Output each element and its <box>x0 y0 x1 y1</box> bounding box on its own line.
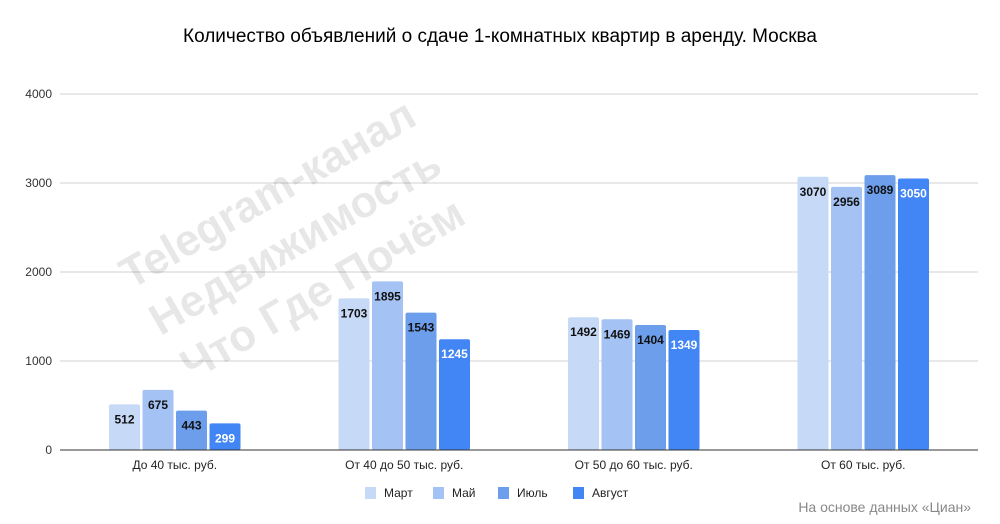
bar <box>405 312 437 450</box>
y-tick-label: 2000 <box>25 265 52 279</box>
legend-swatch <box>498 487 509 499</box>
x-tick-label: До 40 тыс. руб. <box>132 458 217 472</box>
y-tick-label: 0 <box>45 443 52 457</box>
bar <box>864 175 896 451</box>
data-label: 675 <box>148 398 168 412</box>
x-tick-label: От 40 до 50 тыс. руб. <box>345 458 463 472</box>
bar <box>898 178 929 451</box>
data-label: 3089 <box>867 183 894 197</box>
data-label: 512 <box>114 412 134 426</box>
bar <box>439 339 470 450</box>
y-tick-label: 3000 <box>25 176 52 190</box>
source-note: На основе данных «Циан» <box>798 499 971 515</box>
data-label: 299 <box>215 431 235 445</box>
data-label: 3070 <box>800 185 827 199</box>
data-label: 3050 <box>900 187 927 201</box>
legend-label: Март <box>384 486 413 500</box>
data-label: 1895 <box>374 289 401 303</box>
bar <box>176 410 207 450</box>
data-label: 1404 <box>637 333 664 347</box>
bar <box>338 298 370 450</box>
bar <box>372 281 403 450</box>
data-label: 1349 <box>671 338 698 352</box>
legend-label: Июль <box>517 486 548 500</box>
bar <box>568 317 599 450</box>
data-label: 1469 <box>604 327 631 341</box>
bar <box>797 176 829 450</box>
y-tick-label: 1000 <box>25 354 52 368</box>
legend-label: Май <box>452 486 476 500</box>
x-tick-label: От 60 тыс. руб. <box>821 458 906 472</box>
data-label: 2956 <box>833 195 860 209</box>
bar <box>668 329 700 450</box>
data-label: 1543 <box>408 321 435 335</box>
data-label: 1245 <box>441 347 468 361</box>
bar <box>635 325 666 450</box>
legend-label: Август <box>592 486 629 500</box>
bar <box>109 404 140 450</box>
bar <box>209 423 241 450</box>
bar <box>142 389 174 450</box>
data-label: 1703 <box>341 306 368 320</box>
legend-swatch <box>573 487 584 499</box>
bar <box>831 186 862 450</box>
chart-title: Количество объявлений о сдаче 1-комнатны… <box>183 26 817 47</box>
legend-swatch <box>433 487 444 499</box>
x-tick-label: От 50 до 60 тыс. руб. <box>575 458 693 472</box>
bar <box>601 319 633 450</box>
data-label: 1492 <box>570 325 597 339</box>
y-tick-label: 4000 <box>25 87 52 101</box>
legend-swatch <box>365 487 376 499</box>
data-label: 443 <box>181 419 201 433</box>
